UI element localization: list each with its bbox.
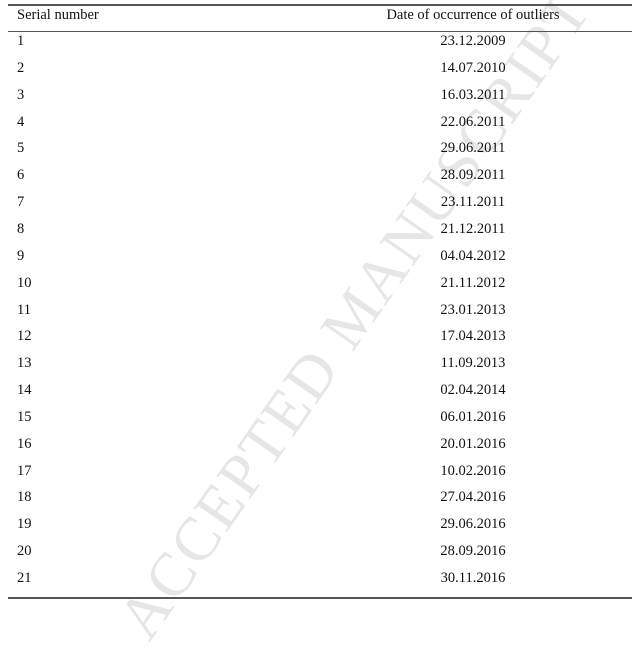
table-row: 19 29.06.2016 [0,514,640,534]
date-cell: 30.11.2016 [440,570,506,586]
date-cell: 02.04.2014 [440,382,506,399]
serial-number-cell: 5 [17,140,25,157]
table-row: 16 20.01.2016 [0,434,640,454]
table-header-rule [8,31,632,32]
serial-number-cell: 13 [17,355,32,372]
date-cell: 23.12.2009 [440,33,506,49]
table-row: 11 23.01.2013 [0,300,640,320]
date-cell: 20.01.2016 [440,435,506,452]
serial-number-cell: 18 [17,489,32,506]
serial-number-cell: 11 [17,301,31,318]
date-cell: 28.09.2016 [440,543,506,560]
table-row: 7 23.11.2011 [0,192,640,212]
serial-number-cell: 7 [17,194,25,211]
date-cell: 11.09.2013 [440,355,506,372]
serial-number-cell: 1 [17,33,25,49]
serial-number-cell: 15 [17,408,32,425]
serial-number-cell: 2 [17,59,25,76]
date-cell: 21.12.2011 [440,220,506,237]
date-cell: 27.04.2016 [440,489,506,506]
serial-number-cell: 3 [17,86,25,103]
table-row: 4 22.06.2011 [0,112,640,132]
date-cell: 23.11.2011 [440,194,506,211]
serial-number-cell: 10 [17,274,32,291]
serial-number-cell: 14 [17,382,32,399]
serial-number-cell: 17 [17,462,32,479]
date-cell: 29.06.2011 [440,140,506,157]
date-cell: 28.09.2011 [440,167,506,184]
table-header: Serial number Date of occurrence of outl… [0,5,640,25]
serial-number-cell: 19 [17,516,32,533]
table-row: 1 23.12.2009 [0,31,640,51]
date-cell: 10.02.2016 [440,462,506,479]
date-cell: 23.01.2013 [440,301,506,318]
date-cell: 22.06.2011 [440,113,506,130]
serial-number-cell: 4 [17,113,25,130]
table-row: 9 04.04.2012 [0,246,640,266]
table-row: 20 28.09.2016 [0,541,640,561]
table-row: 10 21.11.2012 [0,273,640,293]
table-row: 18 27.04.2016 [0,487,640,507]
table-row: 15 06.01.2016 [0,407,640,427]
table-row: 5 29.06.2011 [0,138,640,158]
table-row: 14 02.04.2014 [0,380,640,400]
serial-number-cell: 20 [17,543,32,560]
table-row: 12 17.04.2013 [0,326,640,346]
serial-number-cell: 6 [17,167,25,184]
table-bottom-rule [8,597,632,599]
table-row: 2 14.07.2010 [0,58,640,78]
table-row: 13 11.09.2013 [0,353,640,373]
date-cell: 06.01.2016 [440,408,506,425]
serial-number-cell: 12 [17,328,32,345]
date-cell: 29.06.2016 [440,516,506,533]
date-cell: 04.04.2012 [440,247,506,264]
date-cell: 21.11.2012 [440,274,506,291]
header-date: Date of occurrence of outliers [386,7,560,23]
table-row: 6 28.09.2011 [0,165,640,185]
serial-number-cell: 9 [17,247,25,264]
table-row: 21 30.11.2016 [0,568,640,588]
header-serial-number: Serial number [17,7,99,23]
table-row: 3 16.03.2011 [0,85,640,105]
date-cell: 14.07.2010 [440,59,506,76]
table-top-rule [8,4,632,6]
serial-number-cell: 8 [17,220,25,237]
date-cell: 17.04.2013 [440,328,506,345]
serial-number-cell: 21 [17,570,32,586]
serial-number-cell: 16 [17,435,32,452]
table-row: 17 10.02.2016 [0,461,640,481]
table-row: 8 21.12.2011 [0,219,640,239]
date-cell: 16.03.2011 [440,86,506,103]
